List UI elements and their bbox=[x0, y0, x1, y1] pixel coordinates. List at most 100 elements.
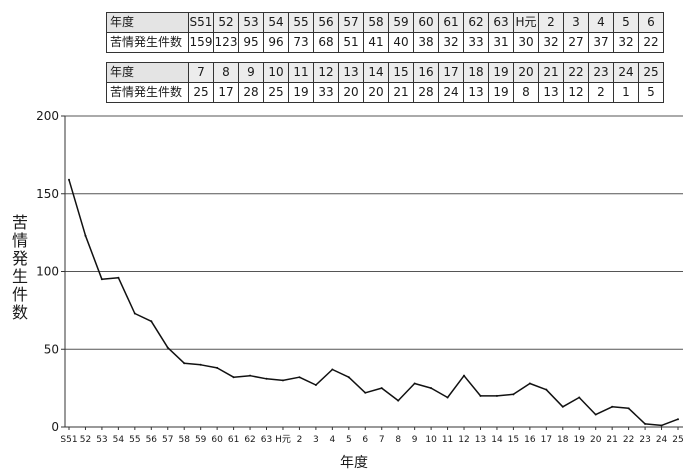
year-cell: 19 bbox=[488, 62, 514, 83]
data-table-2: 年度 7 8 9 10 11 12 13 14 15 16 17 18 19 20 21 22 23 24 25 苦情… bbox=[106, 62, 664, 103]
data-point bbox=[133, 312, 136, 315]
count-cell: 22 bbox=[638, 32, 664, 53]
x-tick-label: 56 bbox=[146, 435, 158, 445]
x-tick-label: 14 bbox=[491, 435, 503, 445]
x-tick-label: 19 bbox=[574, 435, 586, 445]
year-cell: 3 bbox=[563, 12, 589, 33]
data-point bbox=[380, 387, 383, 390]
data-point bbox=[397, 399, 400, 402]
data-point bbox=[512, 393, 515, 396]
data-point bbox=[166, 346, 169, 349]
x-axis-label: 年度 bbox=[340, 455, 368, 471]
x-tick-label: 10 bbox=[425, 435, 437, 445]
count-cell: 13 bbox=[463, 82, 489, 103]
count-cell: 40 bbox=[388, 32, 414, 53]
y-tick-label: 50 bbox=[44, 342, 59, 356]
table-row-count: 苦情発生件数 159 123 95 96 73 68 51 41 40 38 32 33 31 30 32 27… bbox=[106, 32, 664, 53]
x-tick-label: 59 bbox=[195, 435, 207, 445]
x-tick-label: 18 bbox=[557, 435, 569, 445]
x-tick-label: H元 bbox=[275, 435, 291, 445]
series-line bbox=[68, 179, 679, 427]
data-point bbox=[68, 178, 70, 181]
data-point bbox=[528, 382, 531, 385]
data-point bbox=[265, 377, 268, 380]
year-cell: 14 bbox=[363, 62, 389, 83]
data-point bbox=[281, 379, 284, 382]
year-cell: 60 bbox=[413, 12, 439, 33]
data-point bbox=[594, 413, 597, 416]
data-point bbox=[249, 374, 252, 377]
count-cell: 12 bbox=[563, 82, 589, 103]
data-point bbox=[199, 363, 202, 366]
data-point bbox=[314, 384, 317, 387]
data-point bbox=[660, 424, 663, 427]
data-point bbox=[364, 391, 367, 394]
data-point bbox=[347, 376, 350, 379]
y-tick-label: 0 bbox=[51, 420, 59, 434]
x-tick-label: 7 bbox=[379, 435, 385, 445]
count-cell: 31 bbox=[488, 32, 514, 53]
year-cell: 4 bbox=[588, 12, 614, 33]
year-cell: 59 bbox=[388, 12, 414, 33]
count-cell: 33 bbox=[313, 82, 339, 103]
count-cell: 33 bbox=[463, 32, 489, 53]
data-point bbox=[232, 376, 235, 379]
data-point bbox=[677, 418, 679, 421]
data-point bbox=[430, 387, 433, 390]
x-tick-label: 15 bbox=[508, 435, 519, 445]
count-cell: 2 bbox=[588, 82, 614, 103]
x-tick-label: 60 bbox=[211, 435, 223, 445]
data-point bbox=[117, 276, 120, 279]
table-row-year: 年度 S51 52 53 54 55 56 57 58 59 60 61 62 63 H元 2 3 4 5 6 bbox=[106, 12, 664, 33]
year-cell: H元 bbox=[513, 12, 539, 33]
year-cell: 25 bbox=[638, 62, 664, 83]
row-header: 苦情発生件数 bbox=[106, 82, 189, 103]
year-cell: 6 bbox=[638, 12, 664, 33]
x-tick-label: 61 bbox=[228, 435, 239, 445]
year-cell: 56 bbox=[313, 12, 339, 33]
count-cell: 25 bbox=[263, 82, 289, 103]
table-row-year: 年度 7 8 9 10 11 12 13 14 15 16 17 18 19 20 21 22 23 24 25 bbox=[106, 62, 664, 83]
x-tick-label: 17 bbox=[541, 435, 552, 445]
year-cell: 54 bbox=[263, 12, 289, 33]
x-tick-label: 5 bbox=[346, 435, 352, 445]
count-cell: 38 bbox=[413, 32, 439, 53]
data-point bbox=[561, 405, 564, 408]
year-cell: 10 bbox=[263, 62, 289, 83]
year-cell: 62 bbox=[463, 12, 489, 33]
x-tick-label: 25 bbox=[672, 435, 683, 445]
x-tick-label: 24 bbox=[656, 435, 668, 445]
x-tick-label: 8 bbox=[395, 435, 401, 445]
x-tick-label: 21 bbox=[606, 435, 617, 445]
count-cell: 96 bbox=[263, 32, 289, 53]
count-cell: 5 bbox=[638, 82, 664, 103]
x-tick-label: 52 bbox=[80, 435, 91, 445]
x-tick-label: 2 bbox=[297, 435, 303, 445]
data-point bbox=[413, 382, 416, 385]
count-cell: 25 bbox=[188, 82, 214, 103]
x-tick-label: 20 bbox=[590, 435, 602, 445]
x-tick-label: S51 bbox=[60, 435, 77, 445]
x-tick-label: 54 bbox=[113, 435, 125, 445]
year-cell: 16 bbox=[413, 62, 439, 83]
year-cell: 55 bbox=[288, 12, 314, 33]
data-point bbox=[627, 407, 630, 410]
count-cell: 37 bbox=[588, 32, 614, 53]
year-cell: 52 bbox=[213, 12, 239, 33]
y-axis-label: 苦情発生件数 bbox=[11, 213, 28, 322]
x-tick-label: 11 bbox=[442, 435, 453, 445]
table-row-count: 苦情発生件数 25 17 28 25 19 33 20 20 21 28 24 13 19 8 13 12 2 1 5 bbox=[106, 82, 664, 103]
data-point bbox=[446, 396, 449, 399]
row-header: 年度 bbox=[106, 62, 189, 83]
y-tick-label: 200 bbox=[36, 109, 59, 123]
year-cell: S51 bbox=[188, 12, 214, 33]
row-header: 苦情発生件数 bbox=[106, 32, 189, 53]
count-cell: 123 bbox=[213, 32, 239, 53]
count-cell: 28 bbox=[238, 82, 264, 103]
row-header: 年度 bbox=[106, 12, 189, 33]
data-table-1: 年度 S51 52 53 54 55 56 57 58 59 60 61 62 63 H元 2 3 4 5 6 苦情発… bbox=[106, 12, 664, 53]
y-tick-label: 150 bbox=[36, 187, 59, 201]
year-cell: 2 bbox=[538, 12, 564, 33]
year-cell: 21 bbox=[538, 62, 564, 83]
